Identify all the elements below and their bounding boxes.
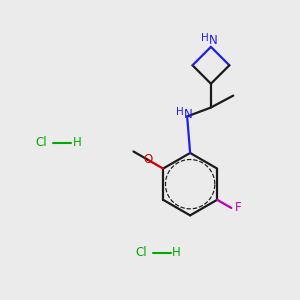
Text: H: H xyxy=(200,33,208,43)
Text: F: F xyxy=(235,202,241,214)
Text: Cl: Cl xyxy=(36,136,47,149)
Text: H: H xyxy=(176,107,184,117)
Text: H: H xyxy=(73,136,82,149)
Text: N: N xyxy=(184,107,193,121)
Text: Cl: Cl xyxy=(135,246,147,259)
Text: O: O xyxy=(143,153,152,166)
Text: N: N xyxy=(208,34,217,47)
Text: H: H xyxy=(172,246,181,259)
